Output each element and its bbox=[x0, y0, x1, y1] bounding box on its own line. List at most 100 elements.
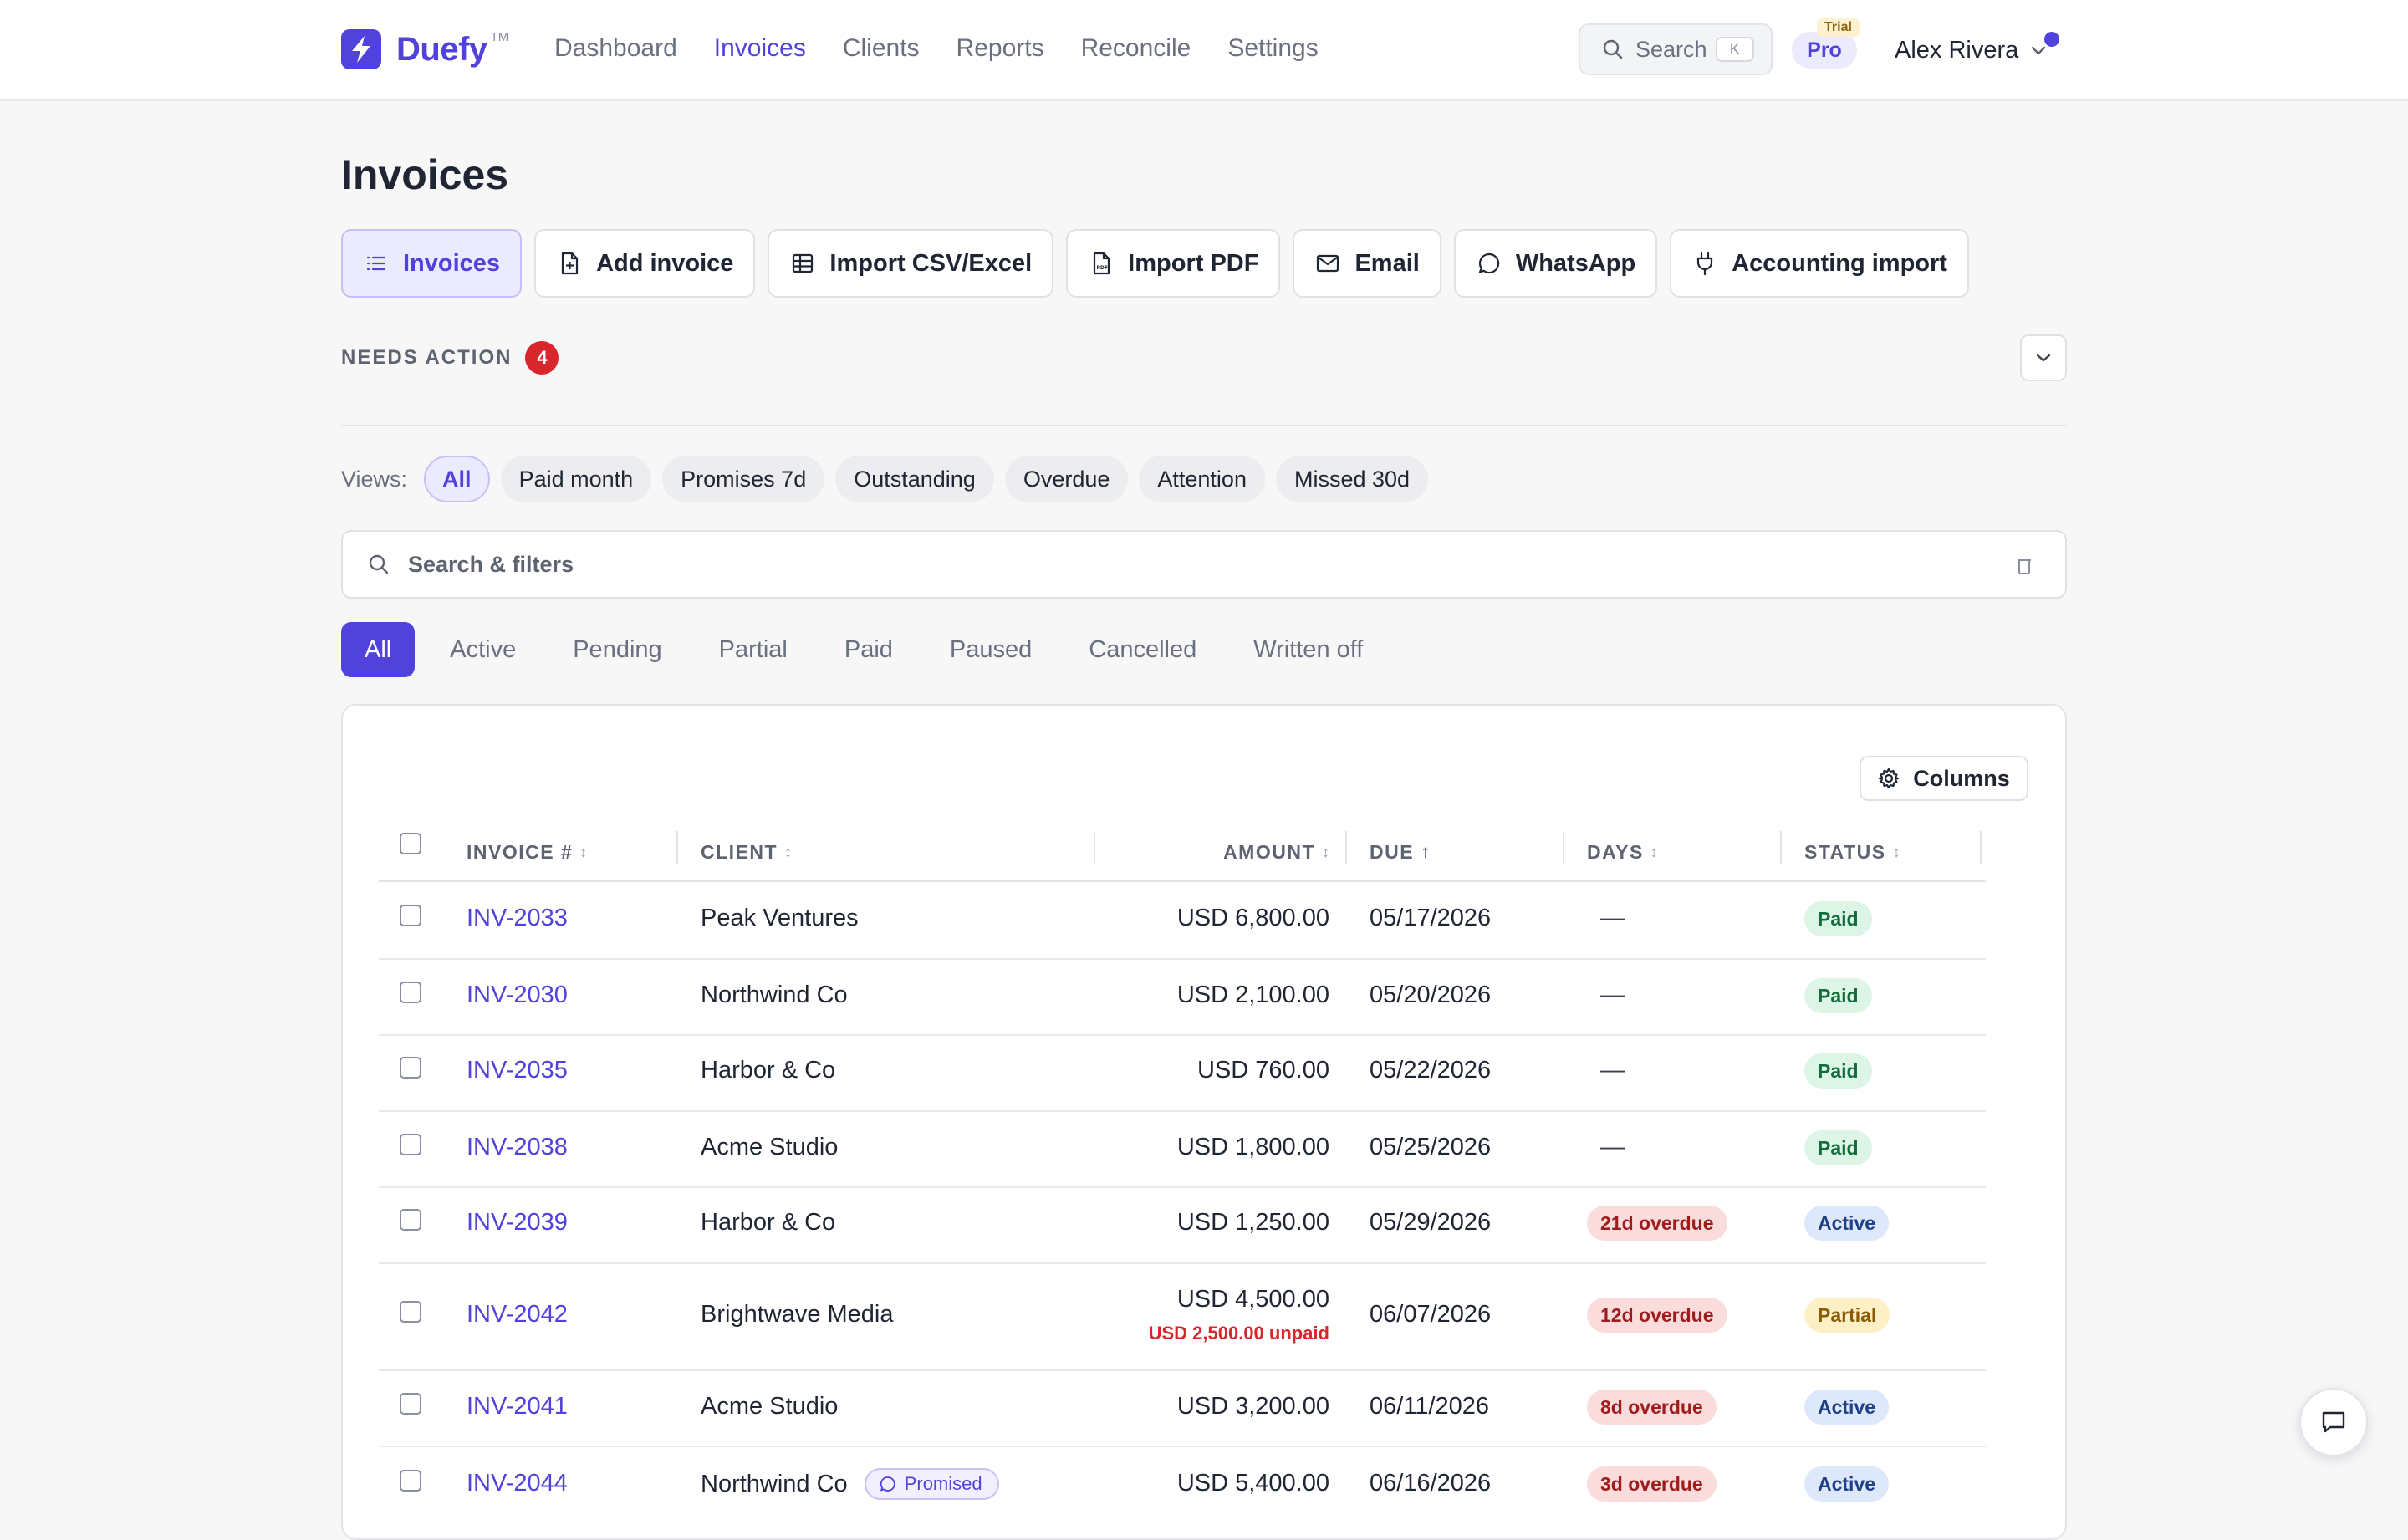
import-csv-button[interactable]: Import CSV/Excel bbox=[768, 229, 1054, 298]
days-value: — bbox=[1600, 982, 1625, 1008]
header-invoice-label: INVOICE # bbox=[467, 840, 574, 863]
nav-link-settings[interactable]: Settings bbox=[1227, 34, 1319, 62]
tab-paid[interactable]: Paid bbox=[844, 636, 893, 663]
row-checkbox[interactable] bbox=[400, 1301, 421, 1323]
view-all[interactable]: All bbox=[424, 456, 490, 502]
search-filter-input[interactable]: Search & filters bbox=[341, 530, 2067, 599]
row-divider bbox=[379, 958, 1986, 960]
days-value: — bbox=[1600, 1057, 1625, 1084]
action-label: Invoices bbox=[403, 249, 501, 277]
needs-action-toggle-button[interactable] bbox=[2020, 334, 2067, 381]
view-promises-7d[interactable]: Promises 7d bbox=[662, 456, 825, 502]
tab-cancelled[interactable]: Cancelled bbox=[1089, 636, 1197, 663]
nav-link-dashboard[interactable]: Dashboard bbox=[554, 34, 677, 62]
column-separator[interactable] bbox=[1094, 831, 1095, 864]
invoice-link[interactable]: INV-2033 bbox=[467, 905, 568, 931]
status-tabs: All Active Pending Partial Paid Paused C… bbox=[341, 622, 1398, 677]
column-separator[interactable] bbox=[1345, 831, 1347, 864]
clear-filter-icon[interactable] bbox=[2017, 557, 2032, 575]
view-outstanding[interactable]: Outstanding bbox=[835, 456, 994, 502]
due-date: 05/29/2026 bbox=[1370, 1209, 1492, 1236]
invoice-amount: USD 5,400.00 bbox=[1176, 1470, 1329, 1497]
header-invoice[interactable]: INVOICE # ↕ bbox=[467, 823, 587, 881]
column-separator[interactable] bbox=[1563, 831, 1564, 864]
tab-partial[interactable]: Partial bbox=[718, 636, 788, 663]
status-badge: Active bbox=[1804, 1390, 1890, 1425]
tab-active[interactable]: Active bbox=[450, 636, 517, 663]
columns-button[interactable]: Columns bbox=[1860, 756, 2028, 801]
nav-link-reconcile[interactable]: Reconcile bbox=[1080, 34, 1191, 62]
select-all-checkbox[interactable] bbox=[400, 833, 421, 854]
whatsapp-icon bbox=[1477, 252, 1501, 275]
due-date: 05/20/2026 bbox=[1370, 982, 1492, 1008]
nav-link-reports[interactable]: Reports bbox=[956, 34, 1044, 62]
invoice-amount: USD 2,100.00 bbox=[1176, 982, 1329, 1008]
row-checkbox[interactable] bbox=[400, 982, 421, 1003]
brand[interactable]: Duefy TM bbox=[341, 28, 508, 70]
accounting-import-button[interactable]: Accounting import bbox=[1670, 229, 1969, 298]
user-menu[interactable]: Alex Rivera bbox=[1895, 32, 2047, 69]
import-pdf-button[interactable]: PDF Import PDF bbox=[1066, 229, 1281, 298]
client-name: Acme Studio bbox=[701, 1134, 839, 1160]
page-title: Invoices bbox=[341, 151, 509, 198]
invoice-link[interactable]: INV-2035 bbox=[467, 1057, 568, 1084]
search-icon bbox=[368, 553, 390, 575]
tab-all[interactable]: All bbox=[341, 622, 416, 677]
invoice-link[interactable]: INV-2044 bbox=[467, 1470, 568, 1497]
invoice-link[interactable]: INV-2041 bbox=[467, 1393, 568, 1420]
needs-action-count: 4 bbox=[525, 341, 559, 375]
view-paid-month[interactable]: Paid month bbox=[500, 456, 652, 502]
chat-support-button[interactable] bbox=[2299, 1388, 2368, 1456]
plan-badge[interactable]: Pro bbox=[1792, 32, 1857, 69]
row-checkbox[interactable] bbox=[400, 905, 421, 926]
invoice-link[interactable]: INV-2038 bbox=[467, 1134, 568, 1160]
days-value: — bbox=[1600, 905, 1625, 931]
nav-link-clients[interactable]: Clients bbox=[842, 34, 920, 62]
row-checkbox[interactable] bbox=[400, 1134, 421, 1155]
header-amount-label: AMOUNT bbox=[1223, 840, 1315, 863]
search-label: Search bbox=[1635, 36, 1707, 62]
global-search-button[interactable]: Search K bbox=[1579, 23, 1773, 75]
list-icon bbox=[365, 252, 388, 275]
status-badge: Active bbox=[1804, 1466, 1890, 1502]
header-status[interactable]: STATUS ↕ bbox=[1804, 823, 1900, 881]
header-client[interactable]: CLIENT ↕ bbox=[701, 823, 792, 881]
header-days[interactable]: DAYS ↕ bbox=[1587, 823, 1658, 881]
row-checkbox[interactable] bbox=[400, 1057, 421, 1079]
row-checkbox[interactable] bbox=[400, 1393, 421, 1415]
brand-name: Duefy bbox=[396, 30, 487, 68]
invoice-amount: USD 4,500.00 bbox=[1176, 1286, 1329, 1313]
tab-paused[interactable]: Paused bbox=[949, 636, 1033, 663]
invoices-list-button[interactable]: Invoices bbox=[341, 229, 523, 298]
search-filter-placeholder: Search & filters bbox=[408, 551, 574, 577]
view-missed-30d[interactable]: Missed 30d bbox=[1275, 456, 1429, 502]
row-divider bbox=[379, 1034, 1986, 1036]
nav-link-invoices[interactable]: Invoices bbox=[713, 34, 806, 62]
whatsapp-button[interactable]: WhatsApp bbox=[1453, 229, 1658, 298]
tab-pending[interactable]: Pending bbox=[573, 636, 662, 663]
needs-action-header[interactable]: NEEDS ACTION 4 bbox=[341, 341, 559, 375]
row-checkbox[interactable] bbox=[400, 1209, 421, 1231]
invoice-link[interactable]: INV-2042 bbox=[467, 1301, 568, 1328]
invoice-amount: USD 1,250.00 bbox=[1176, 1209, 1329, 1236]
promised-tag[interactable]: Promised bbox=[864, 1468, 999, 1500]
due-date: 06/07/2026 bbox=[1370, 1301, 1492, 1328]
invoice-link[interactable]: INV-2030 bbox=[467, 982, 568, 1008]
column-separator[interactable] bbox=[1980, 831, 1982, 864]
add-invoice-button[interactable]: Add invoice bbox=[534, 229, 756, 298]
email-button[interactable]: Email bbox=[1293, 229, 1441, 298]
column-separator[interactable] bbox=[676, 831, 678, 864]
status-badge: Paid bbox=[1804, 1130, 1872, 1165]
header-amount[interactable]: AMOUNT ↕ bbox=[1223, 823, 1329, 881]
view-attention[interactable]: Attention bbox=[1139, 456, 1265, 502]
chevron-down-icon bbox=[2034, 352, 2053, 364]
tab-written-off[interactable]: Written off bbox=[1253, 636, 1364, 663]
column-separator[interactable] bbox=[1780, 831, 1782, 864]
invoice-link[interactable]: INV-2039 bbox=[467, 1209, 568, 1236]
row-checkbox[interactable] bbox=[400, 1470, 421, 1492]
trademark-mark: TM bbox=[490, 30, 509, 44]
overdue-badge: 21d overdue bbox=[1587, 1206, 1727, 1241]
view-overdue[interactable]: Overdue bbox=[1004, 456, 1129, 502]
header-due[interactable]: DUE ↑ bbox=[1370, 823, 1430, 881]
client-name: Northwind Co bbox=[701, 982, 848, 1008]
